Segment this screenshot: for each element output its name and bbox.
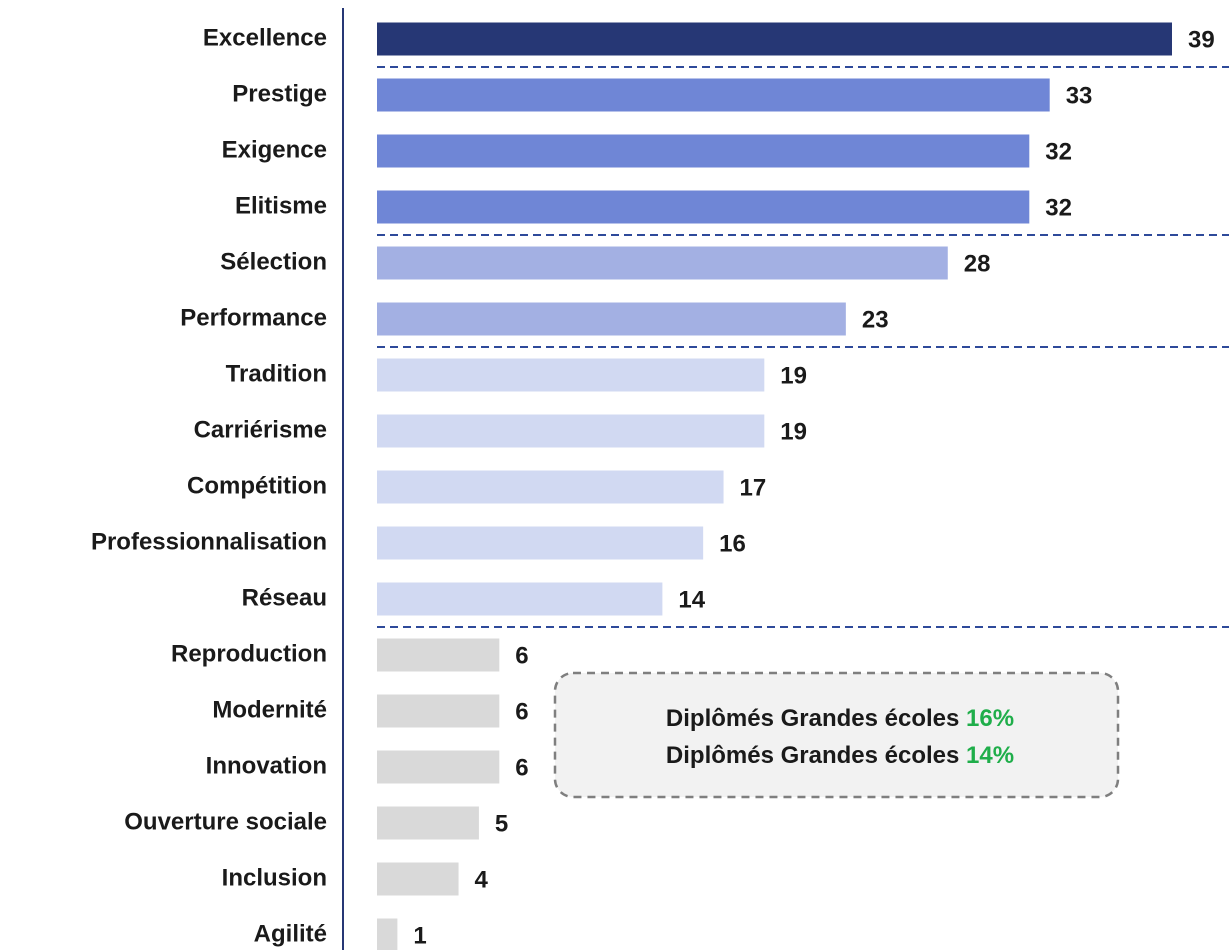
annotation-text: Diplômés Grandes écoles xyxy=(666,742,959,769)
value-label: 19 xyxy=(780,362,807,389)
value-label: 39 xyxy=(1188,26,1215,53)
annotation-highlight: 16% xyxy=(966,705,1014,732)
bar xyxy=(377,414,765,448)
category-label: Ouverture sociale xyxy=(124,808,327,835)
value-label: 1 xyxy=(413,922,426,949)
bar xyxy=(377,134,1030,168)
category-label: Professionnalisation xyxy=(91,528,327,555)
value-label: 14 xyxy=(678,586,705,613)
category-label: Excellence xyxy=(203,24,327,51)
bar xyxy=(377,358,765,392)
value-label: 32 xyxy=(1045,194,1072,221)
annotation-box xyxy=(553,671,1120,799)
category-label: Inclusion xyxy=(222,864,327,891)
category-label: Agilité xyxy=(254,920,327,947)
bar xyxy=(377,470,724,504)
category-label: Sélection xyxy=(220,248,327,275)
bar xyxy=(377,750,500,784)
bar xyxy=(377,694,500,728)
category-label: Reproduction xyxy=(171,640,327,667)
bar xyxy=(377,862,459,896)
value-label: 16 xyxy=(719,530,746,557)
category-label: Innovation xyxy=(206,752,327,779)
annotation-text: Diplômés Grandes écoles xyxy=(666,705,959,732)
value-label: 6 xyxy=(515,698,528,725)
bar xyxy=(377,638,500,672)
bar xyxy=(377,22,1172,56)
bar xyxy=(377,806,479,840)
category-label: Exigence xyxy=(222,136,327,163)
bar xyxy=(377,302,846,336)
value-label: 5 xyxy=(495,810,508,837)
category-label: Tradition xyxy=(226,360,327,387)
bar xyxy=(377,78,1050,112)
annotation: Diplômés Grandes écoles 16% xyxy=(666,705,1014,732)
value-label: 17 xyxy=(740,474,767,501)
category-label: Performance xyxy=(180,304,327,331)
bar xyxy=(377,918,398,950)
annotation-highlight: 14% xyxy=(966,742,1014,769)
value-label: 28 xyxy=(964,250,991,277)
annotation: Diplômés Grandes écoles 14% xyxy=(666,742,1014,769)
bar xyxy=(377,246,948,280)
category-label: Réseau xyxy=(242,584,327,611)
category-label: Carriérisme xyxy=(194,416,327,443)
category-label: Elitisme xyxy=(235,192,327,219)
bar xyxy=(377,526,704,560)
category-label: Compétition xyxy=(187,472,327,499)
value-label: 4 xyxy=(475,866,489,893)
value-label: 33 xyxy=(1066,82,1093,109)
value-label: 6 xyxy=(515,642,528,669)
category-label: Prestige xyxy=(232,80,327,107)
bar xyxy=(377,190,1030,224)
category-label: Modernité xyxy=(212,696,327,723)
value-label: 6 xyxy=(515,754,528,781)
bar xyxy=(377,582,663,616)
value-label: 23 xyxy=(862,306,889,333)
value-label: 19 xyxy=(780,418,807,445)
value-label: 32 xyxy=(1045,138,1072,165)
